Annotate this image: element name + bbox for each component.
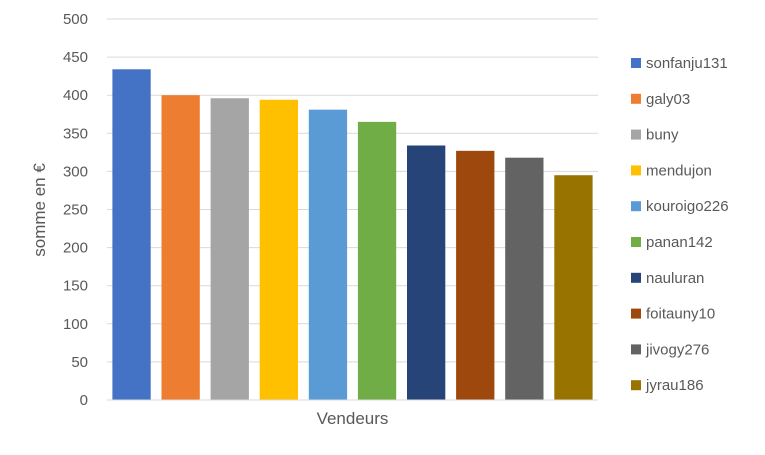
y-tick-label: 300 xyxy=(63,163,88,180)
y-tick-label: 0 xyxy=(80,392,88,409)
legend-label-jivogy276: jivogy276 xyxy=(645,341,709,358)
bar-mendujon xyxy=(259,99,298,400)
bar-sonfanju131 xyxy=(112,69,151,401)
legend-label-mendujon: mendujon xyxy=(646,162,712,179)
y-tick-label: 100 xyxy=(63,316,88,333)
y-tick-label: 250 xyxy=(63,202,88,219)
legend: sonfanju131 galy03 buny mendujon kouroigo226… xyxy=(631,55,729,394)
bar-buny xyxy=(210,98,249,401)
y-tick-label: 450 xyxy=(63,49,88,66)
y-tick-label: 150 xyxy=(63,278,88,295)
legend-swatch-kouroigo226 xyxy=(631,201,641,212)
bar-jivogy276 xyxy=(505,157,544,400)
x-axis-label: Vendeurs xyxy=(317,409,389,428)
legend-swatch-sonfanju131 xyxy=(631,58,641,68)
legend-swatch-jyrau186 xyxy=(631,380,641,391)
legend-swatch-buny xyxy=(631,129,641,140)
bar-nauluran xyxy=(407,145,446,400)
bar-kouroigo226 xyxy=(308,109,348,400)
legend-swatch-foitauny10 xyxy=(631,308,641,319)
legend-swatch-galy03 xyxy=(631,93,641,104)
y-tick-label: 200 xyxy=(63,240,88,257)
y-tick-label: 400 xyxy=(63,87,88,104)
legend-swatch-mendujon xyxy=(631,165,641,176)
legend-swatch-jivogy276 xyxy=(631,344,641,355)
legend-label-jyrau186: jyrau186 xyxy=(645,377,704,394)
legend-swatch-panan142 xyxy=(631,237,641,247)
y-tick-label: 350 xyxy=(63,125,88,142)
legend-label-buny: buny xyxy=(646,127,679,144)
bar-foitauny10 xyxy=(456,150,495,400)
legend-label-nauluran: nauluran xyxy=(646,270,704,287)
y-axis-label: somme en € xyxy=(30,163,49,257)
bar-jyrau186 xyxy=(554,175,593,400)
legend-swatch-nauluran xyxy=(631,272,641,283)
legend-label-sonfanju131: sonfanju131 xyxy=(646,55,728,72)
bars xyxy=(112,69,593,401)
legend-label-kouroigo226: kouroigo226 xyxy=(646,198,729,215)
legend-label-panan142: panan142 xyxy=(646,234,713,251)
legend-label-galy03: galy03 xyxy=(646,91,690,108)
bar-panan142 xyxy=(357,121,397,401)
bar-galy03 xyxy=(161,95,200,400)
y-tick-label: 500 xyxy=(63,11,88,28)
y-axis-ticks: 0 50 100 150 200 250 300 350 400 450 500 xyxy=(63,11,88,409)
y-tick-label: 50 xyxy=(71,354,88,371)
legend-label-foitauny10: foitauny10 xyxy=(646,306,715,323)
